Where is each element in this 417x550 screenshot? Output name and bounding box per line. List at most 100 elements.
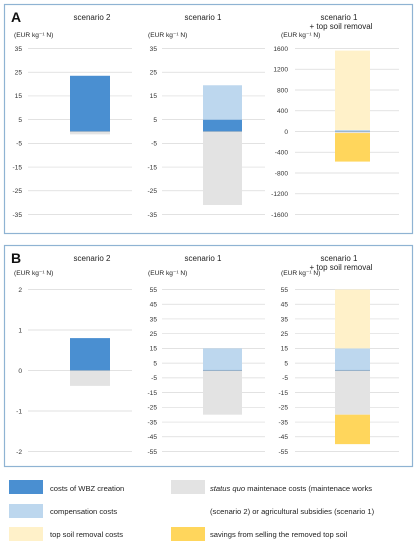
panel-title: scenario 1 xyxy=(321,13,358,22)
bar-segment xyxy=(203,119,242,132)
panel-title: scenario 2 xyxy=(74,254,111,263)
tick-label: 1200 xyxy=(273,67,288,74)
plots: scenario 2(EUR kg⁻¹ N)3525155-5-15-25-35… xyxy=(12,13,399,456)
y-unit-label: (EUR kg⁻¹ N) xyxy=(148,32,187,39)
legend-label-compensation: compensation costs xyxy=(50,507,117,516)
panel-title: scenario 2 xyxy=(74,13,111,22)
tick-label: -35 xyxy=(147,419,157,426)
tick-label: -25 xyxy=(278,405,288,412)
legend-label-status-quo-line2: (scenario 2) or agricultural subsidies (… xyxy=(210,507,375,516)
tick-label: 45 xyxy=(281,302,289,309)
tick-label: 15 xyxy=(150,93,158,100)
panel-a-label: A xyxy=(11,9,21,25)
y-unit-label: (EUR kg⁻¹ N) xyxy=(14,32,53,39)
tick-label: 1 xyxy=(18,327,22,334)
tick-label: 0 xyxy=(284,129,288,136)
plot-a-3: scenario 1+ top soil removal(EUR kg⁻¹ N)… xyxy=(271,13,399,219)
panel-title: scenario 1 xyxy=(185,13,222,22)
tick-label: -45 xyxy=(147,434,157,441)
legend-label-topsoil: top soil removal costs xyxy=(50,530,123,539)
bar-segment xyxy=(70,370,110,386)
tick-label: 800 xyxy=(277,87,288,94)
tick-label: -5 xyxy=(151,141,157,148)
legend-swatch-savings xyxy=(171,527,205,541)
legend-label-status-quo: status quo maintenace costs (maintenace … xyxy=(210,484,372,493)
plot-a-1: scenario 2 (EUR kg⁻¹ N) 35 25 15 5 -5 -15 -25 -35 xyxy=(12,13,132,219)
tick-label: 0 xyxy=(18,368,22,375)
tick-label: 15 xyxy=(15,93,23,100)
tick-label: -35 xyxy=(147,212,157,219)
legend-status-quo-rest: maintenace costs (maintenace works xyxy=(245,484,372,493)
tick-label: -35 xyxy=(278,419,288,426)
bar-segment xyxy=(203,131,242,206)
y-unit-label: (EUR kg⁻¹ N) xyxy=(14,270,53,277)
tick-label: -15 xyxy=(12,164,22,171)
bar-segment xyxy=(335,370,370,415)
bar-segment xyxy=(70,131,110,135)
bar-segment xyxy=(335,414,370,445)
tick-label: -1200 xyxy=(271,191,288,198)
tick-label: 15 xyxy=(281,346,289,353)
tick-label: 25 xyxy=(15,70,23,77)
y-unit-label: (EUR kg⁻¹ N) xyxy=(148,270,187,277)
tick-label: 45 xyxy=(150,302,158,309)
tick-label: 25 xyxy=(150,331,158,338)
legend-swatch-status-quo xyxy=(171,480,205,494)
legend-swatch-compensation xyxy=(9,504,43,518)
tick-label: 5 xyxy=(153,117,157,124)
bar-segment xyxy=(203,348,242,370)
tick-label: -5 xyxy=(16,141,22,148)
tick-label: 5 xyxy=(153,360,157,367)
bar-segment xyxy=(335,131,370,134)
legend-label-savings: savings from selling the removed top soi… xyxy=(210,530,347,539)
tick-label: 5 xyxy=(18,117,22,124)
panel-title: scenario 1 xyxy=(185,254,222,263)
tick-label: -1600 xyxy=(271,212,288,219)
tick-label: -25 xyxy=(12,188,22,195)
tick-label: -15 xyxy=(147,390,157,397)
plot-b-1: scenario 2 (EUR kg⁻¹ N) 2 1 0 -1 -2 xyxy=(14,254,132,456)
bar-segment xyxy=(335,129,370,132)
tick-label: -15 xyxy=(147,164,157,171)
bar-segment xyxy=(203,370,242,415)
tick-label: -25 xyxy=(147,188,157,195)
tick-label: -400 xyxy=(275,150,289,157)
plot-b-3: scenario 1+ top soil removal(EUR kg⁻¹ N)… xyxy=(278,254,399,456)
bar-segment xyxy=(335,348,370,370)
tick-label: 25 xyxy=(150,70,158,77)
tick-label: -2 xyxy=(16,449,22,456)
tick-label: -5 xyxy=(282,375,288,382)
tick-label: -5 xyxy=(151,375,157,382)
panel-title-line2: + top soil removal xyxy=(310,263,373,272)
tick-label: -35 xyxy=(12,212,22,219)
panel-title-line2: + top soil removal xyxy=(310,22,373,31)
bar-segment xyxy=(335,133,370,162)
y-unit-label: (EUR kg⁻¹ N) xyxy=(281,270,320,277)
tick-label: -15 xyxy=(278,390,288,397)
tick-label: 55 xyxy=(281,287,289,294)
tick-label: 35 xyxy=(15,46,23,53)
tick-label: 5 xyxy=(284,360,288,367)
bar-segment xyxy=(70,338,110,371)
tick-label: 35 xyxy=(150,46,158,53)
bar-segment xyxy=(335,289,370,349)
legend-swatch-topsoil xyxy=(9,527,43,541)
legend-swatch-wbz xyxy=(9,480,43,494)
tick-label: 35 xyxy=(150,316,158,323)
tick-label: -55 xyxy=(147,449,157,456)
plot-a-2: scenario 1 (EUR kg⁻¹ N) 35 25 15 5 -5 -15 -25 -35 xyxy=(147,13,265,219)
bar-segment xyxy=(335,50,370,130)
tick-label: -45 xyxy=(278,434,288,441)
tick-label: -800 xyxy=(275,170,289,177)
y-unit-label: (EUR kg⁻¹ N) xyxy=(281,32,320,39)
tick-label: -25 xyxy=(147,405,157,412)
panel-title: scenario 1 xyxy=(321,254,358,263)
tick-label: 15 xyxy=(150,346,158,353)
bar-segment xyxy=(203,85,242,120)
legend: costs of WBZ creation compensation costs… xyxy=(9,480,375,541)
tick-label: 35 xyxy=(281,316,289,323)
tick-label: 400 xyxy=(277,108,288,115)
tick-label: 55 xyxy=(150,287,158,294)
tick-label: -55 xyxy=(278,449,288,456)
